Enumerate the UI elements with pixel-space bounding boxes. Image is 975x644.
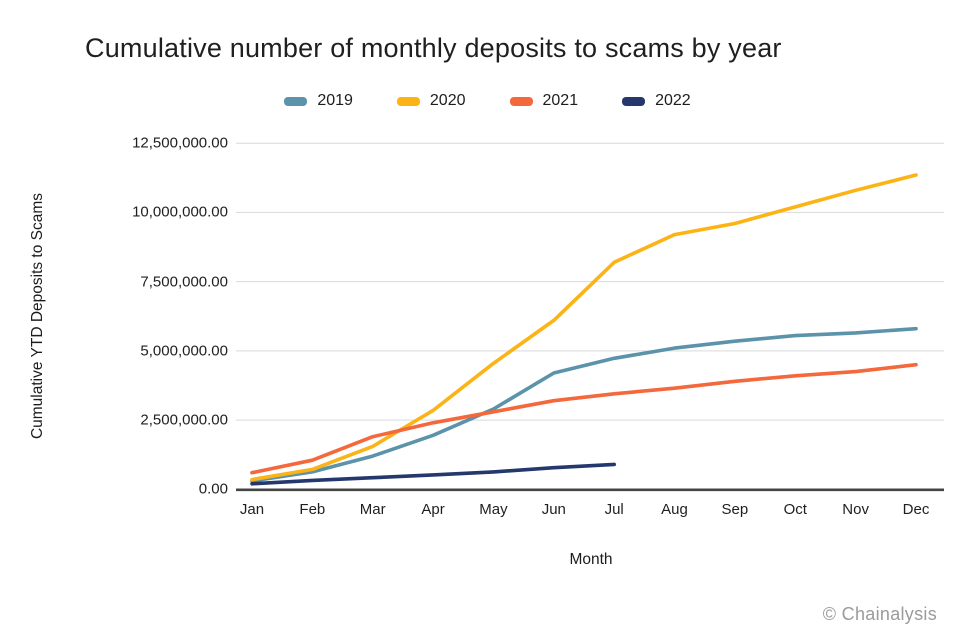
legend-swatch-icon: [396, 96, 420, 106]
x-tick-label: Nov: [842, 501, 869, 518]
legend-label: 2020: [429, 92, 466, 109]
series-line-2022: [250, 462, 617, 486]
x-tick-label: Apr: [421, 501, 445, 518]
y-axis-title: Cumulative YTD Deposits to Scams: [29, 192, 46, 440]
series-line-2020: [250, 173, 918, 482]
chart-title: Cumulative number of monthly deposits to…: [85, 33, 782, 63]
x-tick-label: Sep: [721, 501, 749, 518]
x-tick-label: May: [479, 501, 508, 518]
legend-item-2022[interactable]: 2022: [622, 92, 691, 110]
y-tick-label: 10,000,000.00: [132, 203, 228, 221]
series-line-2019: [250, 326, 918, 483]
x-tick-label: Jan: [239, 501, 265, 518]
x-axis-title: Month: [569, 551, 613, 568]
legend-swatch-icon: [284, 96, 308, 106]
y-tick-label: 7,500,000.00: [140, 273, 228, 291]
chart-legend: 2019 2020 2021 2022: [0, 89, 975, 113]
y-tick-label: 12,500,000.00: [132, 134, 228, 152]
y-tick-label: 2,500,000.00: [140, 411, 228, 429]
legend-item-2021[interactable]: 2021: [509, 92, 579, 110]
legend-label: 2019: [317, 92, 353, 109]
legend-swatch-icon: [622, 96, 646, 106]
x-tick-label: Oct: [783, 501, 807, 518]
series-line-2021: [250, 362, 918, 475]
x-tick-label: Aug: [661, 501, 688, 518]
legend-label: 2022: [655, 92, 691, 109]
y-tick-label: 0.00: [198, 480, 228, 498]
x-tick-label: Jul: [604, 501, 624, 518]
x-tick-label: Mar: [359, 501, 386, 518]
x-tick-label: Jun: [541, 501, 566, 518]
legend-item-2019[interactable]: 2019: [284, 92, 353, 110]
legend-label: 2021: [542, 92, 579, 109]
legend-item-2020[interactable]: 2020: [396, 92, 466, 110]
y-tick-label: 5,000,000.00: [140, 342, 228, 360]
legend-swatch-icon: [509, 96, 533, 106]
x-tick-label: Dec: [902, 501, 930, 518]
copyright-credit: © Chainalysis: [822, 604, 937, 624]
x-tick-label: Feb: [299, 501, 326, 518]
